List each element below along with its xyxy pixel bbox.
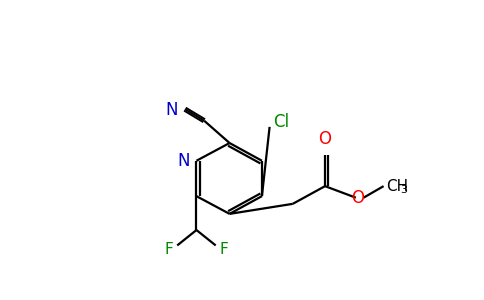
Text: N: N [178, 152, 190, 170]
Text: F: F [165, 242, 173, 257]
Text: O: O [351, 190, 364, 208]
Text: 3: 3 [400, 185, 407, 195]
Text: Cl: Cl [273, 113, 289, 131]
Text: F: F [220, 242, 228, 257]
Text: N: N [166, 101, 178, 119]
Text: CH: CH [386, 178, 408, 194]
Text: O: O [318, 130, 332, 148]
